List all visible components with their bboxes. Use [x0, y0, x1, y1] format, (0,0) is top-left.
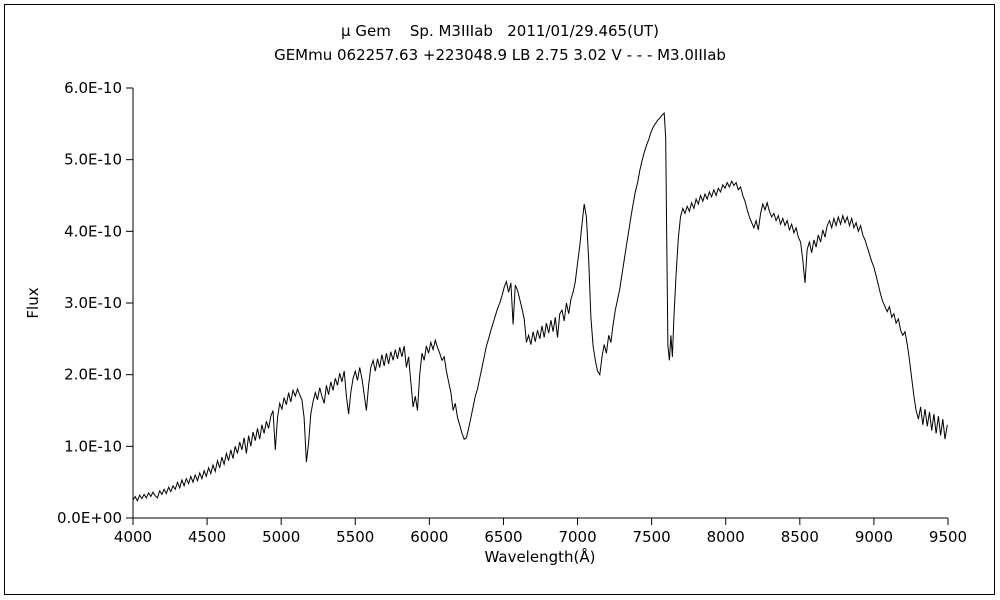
y-axis-label: Flux: [24, 287, 42, 318]
x-tick-label: 8000: [707, 528, 745, 546]
x-tick-label: 9500: [929, 528, 967, 546]
x-tick-label: 5000: [262, 528, 300, 546]
x-axis-label: Wavelength(Å): [485, 547, 596, 566]
y-tick-label: 6.0E-10: [64, 79, 122, 97]
y-tick-label: 3.0E-10: [64, 294, 122, 312]
x-tick-label: 6000: [410, 528, 448, 546]
y-tick-label: 5.0E-10: [64, 151, 122, 169]
x-tick-label: 8500: [781, 528, 819, 546]
y-tick-label: 4.0E-10: [64, 222, 122, 240]
x-tick-label: 6500: [484, 528, 522, 546]
spectrum-series: [132, 111, 948, 503]
x-tick-label: 5500: [336, 528, 374, 546]
x-tick-label: 4000: [114, 528, 152, 546]
figure-border: [4, 4, 995, 595]
y-tick-label: 0.0E+00: [57, 509, 122, 527]
chart-subtitle: GEMmu 062257.63 +223048.9 LB 2.75 3.02 V…: [274, 46, 726, 64]
x-tick-label: 7500: [633, 528, 671, 546]
spectrum-line: [132, 111, 948, 503]
x-tick-label: 7000: [558, 528, 596, 546]
x-tick-label: 4500: [188, 528, 226, 546]
x-tick-label: 9000: [855, 528, 893, 546]
y-tick-label: 1.0E-10: [64, 437, 122, 455]
chart-title: μ Gem Sp. M3IIIab 2011/01/29.465(UT): [341, 22, 659, 40]
axes: 4000 4500 5000 5500 6000 6500 7000 7500 8000 8500…: [57, 79, 967, 546]
y-tick-label: 2.0E-10: [64, 366, 122, 384]
